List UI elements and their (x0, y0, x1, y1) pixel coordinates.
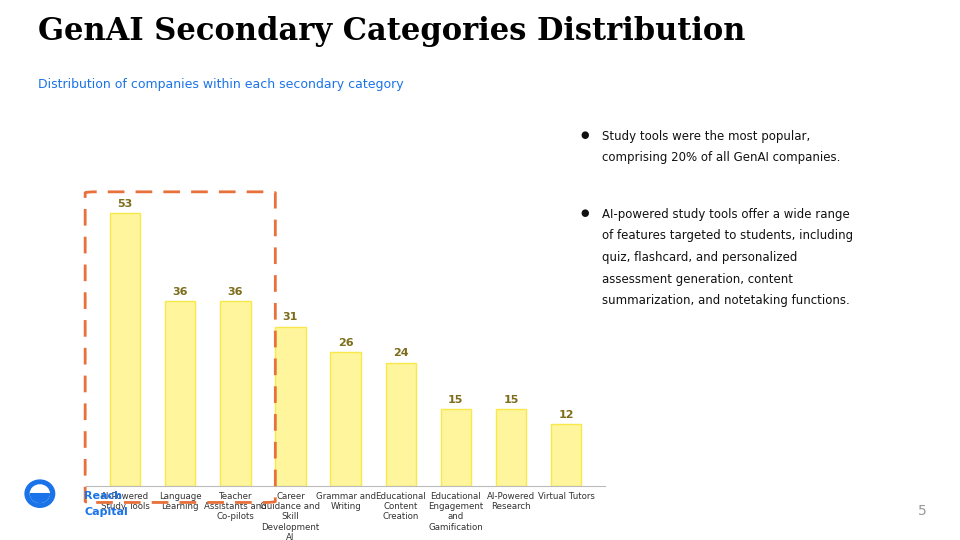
Bar (110, 213, 140, 486)
Bar (495, 409, 526, 486)
Text: 36: 36 (228, 287, 243, 297)
Text: comprising 20% of all GenAI companies.: comprising 20% of all GenAI companies. (602, 151, 840, 164)
Text: 15: 15 (448, 395, 464, 405)
Text: assessment generation, content: assessment generation, content (602, 273, 793, 286)
Text: ●: ● (581, 130, 589, 140)
Text: Reach: Reach (84, 491, 123, 501)
Text: AI-powered study tools offer a wide range: AI-powered study tools offer a wide rang… (602, 208, 850, 221)
Text: quiz, flashcard, and personalized: quiz, flashcard, and personalized (602, 251, 798, 264)
Text: 53: 53 (117, 199, 132, 210)
Text: Capital: Capital (84, 507, 129, 517)
Text: GenAI Secondary Categories Distribution: GenAI Secondary Categories Distribution (38, 16, 746, 47)
Text: 26: 26 (338, 338, 353, 348)
Text: Study tools were the most popular,: Study tools were the most popular, (602, 130, 810, 143)
Bar (330, 352, 361, 486)
Text: of features targeted to students, including: of features targeted to students, includ… (602, 230, 853, 242)
Bar (165, 301, 196, 486)
Text: Distribution of companies within each secondary category: Distribution of companies within each se… (38, 78, 404, 91)
Circle shape (25, 480, 55, 507)
Text: 5: 5 (918, 504, 926, 518)
Text: 15: 15 (503, 395, 518, 405)
Wedge shape (31, 494, 49, 502)
Text: 36: 36 (173, 287, 188, 297)
Text: 24: 24 (393, 348, 409, 359)
Text: summarization, and notetaking functions.: summarization, and notetaking functions. (602, 294, 850, 307)
Bar (220, 301, 251, 486)
Bar (551, 424, 581, 486)
Bar (386, 362, 416, 486)
Bar (441, 409, 471, 486)
Circle shape (31, 485, 49, 502)
Text: 12: 12 (559, 410, 574, 420)
Text: ●: ● (581, 208, 589, 218)
Text: 31: 31 (283, 313, 299, 322)
Bar (276, 327, 305, 486)
